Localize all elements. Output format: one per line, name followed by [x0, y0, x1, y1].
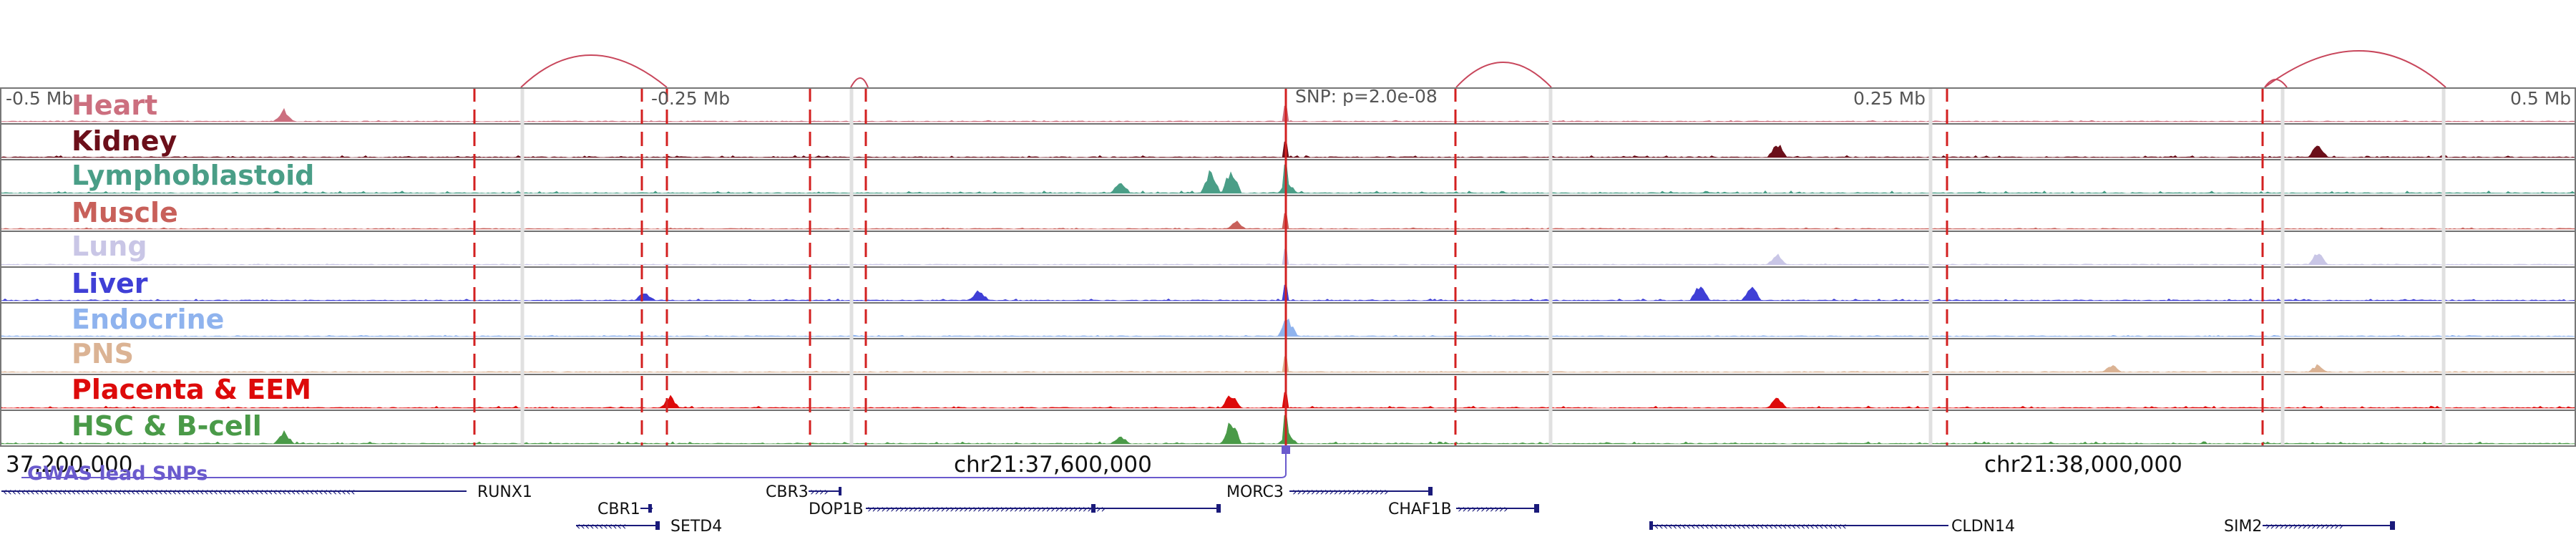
coord-label-right: chr21:38,000,000 — [1984, 452, 2182, 478]
coordinate-ruler: 37,200,000 chr21:37,600,000 chr21:38,000… — [6, 452, 2182, 478]
gene-exon — [2390, 521, 2395, 530]
gene-label: SETD4 — [670, 518, 722, 536]
track-row-heart — [0, 105, 2576, 122]
gene-exon — [1534, 504, 1539, 513]
gene-runx1[interactable]: ‹‹‹‹‹‹‹‹‹‹‹‹‹‹‹‹‹‹‹‹‹‹‹‹‹‹‹‹‹‹‹‹‹‹‹‹‹‹‹‹… — [1, 483, 532, 501]
track-row-placenta-eem — [0, 374, 2576, 409]
signal-trace — [0, 105, 2576, 122]
strand-arrows: ‹‹‹‹‹‹‹‹‹‹‹ — [576, 519, 626, 533]
gene-chaf1b[interactable]: CHAF1B ››››››››››› — [1388, 500, 1539, 518]
gene-exon — [1428, 487, 1433, 495]
track-row-hsc-b-cell — [0, 410, 2576, 445]
strand-arrows: ‹‹‹‹‹‹‹‹‹‹‹‹‹‹‹‹‹‹‹‹‹‹‹‹‹‹‹‹‹‹‹‹‹‹‹‹‹‹‹‹… — [1654, 519, 1847, 533]
gene-morc3[interactable]: MORC3 ››››››››››››››››››››› — [1226, 483, 1433, 501]
chromatin-loop-arcs — [520, 50, 2446, 88]
gene-label: CBR1 — [597, 500, 640, 518]
gene-label: CHAF1B — [1388, 500, 1452, 518]
scale-label-right: 0.5 Mb — [2510, 88, 2571, 109]
track-row-liver — [0, 266, 2576, 301]
gwas-label: GWAS lead SNPs — [27, 463, 208, 485]
track-label-liver: Liver — [72, 268, 148, 299]
gwas-track: GWAS lead SNPs — [21, 445, 1290, 485]
gene-exon — [1091, 504, 1096, 513]
track-row-kidney — [0, 123, 2576, 158]
gene-cbr3[interactable]: CBR3 ›››› — [766, 483, 841, 501]
distance-scale: -0.5 Mb -0.25 Mb SNP: p=2.0e-08 0.25 Mb … — [6, 86, 2571, 109]
track-label-lung: Lung — [72, 231, 147, 262]
loop-arc — [2264, 50, 2446, 88]
strand-arrows: ››››››››››››››››››››››››››››››››››››››››… — [867, 502, 1106, 516]
track-label-heart: Heart — [72, 90, 157, 121]
track-label-hsc-bcell: HSC & B-cell — [72, 410, 262, 442]
strand-arrows: ›››› — [810, 485, 829, 498]
signal-trace — [0, 318, 2576, 337]
signal-trace — [0, 248, 2576, 266]
gene-sim2[interactable]: SIM2 ››››››››››››››››› — [2224, 518, 2395, 536]
track-row-pns — [0, 338, 2576, 373]
track-row-muscle — [0, 195, 2576, 230]
gene-label: CLDN14 — [1951, 518, 2015, 536]
scale-label-quarter-left: -0.25 Mb — [651, 88, 730, 109]
gene-track: ‹‹‹‹‹‹‹‹‹‹‹‹‹‹‹‹‹‹‹‹‹‹‹‹‹‹‹‹‹‹‹‹‹‹‹‹‹‹‹‹… — [1, 483, 2395, 536]
track-label-placenta-eem: Placenta & EEM — [72, 374, 311, 405]
signal-trace — [0, 392, 2576, 409]
scale-label-left: -0.5 Mb — [6, 88, 73, 109]
scale-label-center: SNP: p=2.0e-08 — [1295, 86, 1438, 107]
signal-trace — [0, 284, 2576, 301]
signal-trace — [0, 164, 2576, 194]
coord-label-left: 37,200,000 — [6, 452, 133, 478]
gene-exon — [839, 487, 841, 495]
gene-label: DOP1B — [809, 500, 864, 518]
strand-arrows: ››››››››››››››››› — [2265, 519, 2343, 533]
gene-exon — [1216, 504, 1221, 513]
anchor-marks — [473, 87, 2446, 445]
track-label-pns: PNS — [72, 338, 134, 369]
strand-arrows: ‹‹‹‹‹‹‹‹‹‹‹‹‹‹‹‹‹‹‹‹‹‹‹‹‹‹‹‹‹‹‹‹‹‹‹‹‹‹‹‹… — [3, 485, 356, 498]
loop-arc — [850, 77, 869, 88]
gene-label: MORC3 — [1226, 483, 1284, 501]
gene-cbr1[interactable]: CBR1 — [597, 500, 653, 518]
gene-exon — [655, 521, 660, 530]
gene-label: CBR3 — [766, 483, 809, 501]
track-label-muscle: Muscle — [72, 197, 178, 228]
gwas-connector — [21, 445, 1287, 478]
track-label-lymphoblastoid: Lymphoblastoid — [72, 160, 314, 191]
signal-trace — [0, 141, 2576, 158]
track-labels: Heart Kidney Lymphoblastoid Muscle Lung … — [72, 90, 314, 442]
gene-cldn14[interactable]: ‹‹‹‹‹‹‹‹‹‹‹‹‹‹‹‹‹‹‹‹‹‹‹‹‹‹‹‹‹‹‹‹‹‹‹‹‹‹‹‹… — [1649, 518, 2015, 536]
strand-arrows: ››››››››››› — [1458, 502, 1508, 516]
signal-trace — [0, 415, 2576, 445]
gene-setd4[interactable]: ‹‹‹‹‹‹‹‹‹‹‹ SETD4 — [576, 518, 722, 536]
track-row-lung — [0, 231, 2576, 266]
track-row-endocrine — [0, 302, 2576, 337]
gene-label: RUNX1 — [477, 483, 532, 501]
track-label-endocrine: Endocrine — [72, 304, 224, 335]
track-row-lymphoblastoid — [0, 159, 2576, 194]
loop-arc — [1455, 62, 1552, 88]
signal-trace — [0, 213, 2576, 230]
track-area — [0, 105, 2576, 445]
scale-label-quarter-right: 0.25 Mb — [1853, 88, 1926, 109]
coord-label-center: chr21:37,600,000 — [954, 452, 1152, 478]
gene-label: SIM2 — [2224, 518, 2262, 536]
loop-arc — [2264, 79, 2288, 88]
signal-trace — [0, 356, 2576, 373]
gwas-snp-marker — [1282, 445, 1290, 454]
loop-arc — [520, 54, 668, 88]
gene-exon — [648, 504, 652, 513]
strand-arrows: ››››››››››››››››››››› — [1292, 485, 1388, 498]
track-label-kidney: Kidney — [72, 125, 177, 157]
gene-dop1b[interactable]: DOP1B ››››››››››››››››››››››››››››››››››… — [809, 500, 1221, 518]
